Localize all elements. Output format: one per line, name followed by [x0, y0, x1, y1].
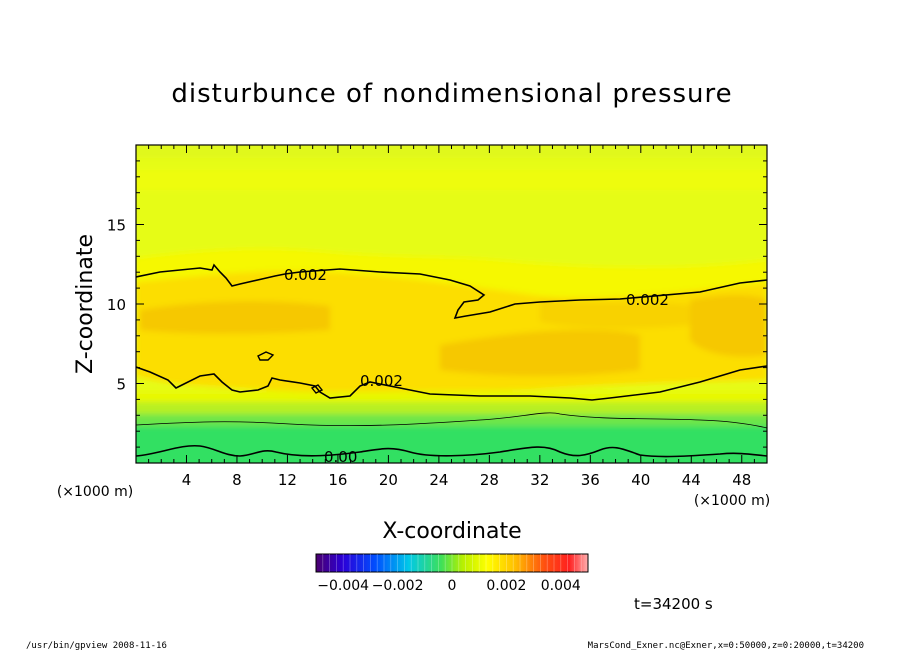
colorbar-tick-label: 0.004	[541, 578, 581, 594]
y-tick-label: 15	[107, 217, 126, 235]
contour-label: 0.002	[626, 291, 669, 309]
x-tick-label: 20	[379, 471, 398, 489]
time-label: t=34200 s	[634, 595, 713, 613]
x-tick-label: 44	[682, 471, 701, 489]
x-tick-label: 8	[232, 471, 242, 489]
footer-left: /usr/bin/gpview 2008-11-16	[26, 641, 167, 651]
y-tick-label: 10	[107, 296, 126, 314]
plot-area	[136, 145, 767, 463]
x-tick-labels: 4 8 12 16 20 24 28 32 36 40 44 48	[182, 471, 752, 489]
colorbar-tick-labels: −0.004 −0.002 0 0.002 0.004	[317, 578, 581, 594]
y-tick-labels: 5 10 15	[107, 217, 126, 394]
x-tick-label: 12	[278, 471, 297, 489]
y-tick-label: 5	[116, 376, 126, 394]
x-tick-label: 16	[328, 471, 347, 489]
y-axis-label: Z-coordinate	[73, 234, 98, 374]
x-tick-label: 36	[581, 471, 600, 489]
colorbar-gradient	[315, 553, 589, 573]
x-tick-label: 48	[732, 471, 751, 489]
x-tick-label: 24	[429, 471, 448, 489]
x-axis-label: X-coordinate	[382, 519, 521, 544]
x-tick-label: 28	[480, 471, 499, 489]
x-tick-label: 40	[631, 471, 650, 489]
colorbar-tick-label: 0.002	[486, 578, 526, 594]
footer-right: MarsCond_Exner.nc@Exner,x=0:50000,z=0:20…	[587, 641, 864, 651]
colorbar-tick-label: 0	[448, 578, 457, 594]
y-unit-label: (×1000 m)	[57, 484, 133, 500]
colorbar-segments	[322, 554, 582, 572]
colorbar: −0.004 −0.002 0 0.002 0.004	[315, 553, 589, 594]
x-unit-label: (×1000 m)	[694, 493, 770, 509]
chart-title: disturbunce of nondimensional pressure	[171, 79, 732, 109]
contour-labels: 0.002 0.002 0.002 0.00	[284, 266, 669, 466]
x-tick-label: 4	[182, 471, 192, 489]
x-tick-label: 32	[530, 471, 549, 489]
colorbar-tick-label: −0.002	[372, 578, 424, 594]
contour-label: 0.002	[360, 372, 403, 390]
axis-ticks	[135, 144, 768, 464]
contour-label: 0.00	[324, 448, 357, 466]
colorbar-tick-label: −0.004	[317, 578, 369, 594]
contour-label: 0.002	[284, 266, 327, 284]
